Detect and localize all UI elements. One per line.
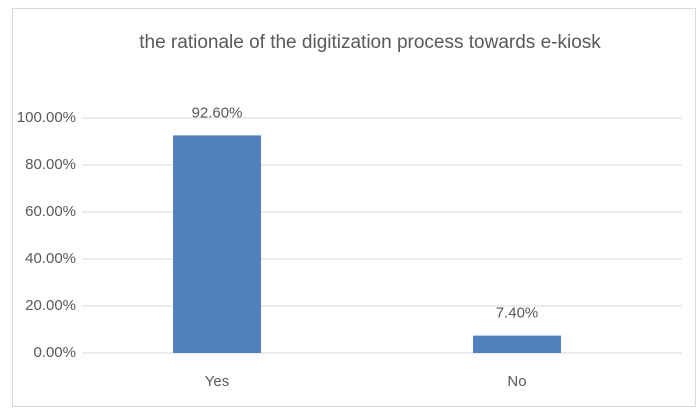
chart-border [12, 8, 696, 407]
y-tick-label: 60.00% [25, 203, 76, 220]
value-label: 7.40% [496, 305, 539, 322]
bar [173, 135, 261, 353]
chart-title: the rationale of the digitization proces… [139, 32, 601, 53]
y-tick-label: 0.00% [33, 344, 76, 361]
y-tick-label: 80.00% [25, 156, 76, 173]
y-tick-label: 40.00% [25, 250, 76, 267]
x-tick-label: No [507, 373, 526, 390]
x-tick-label: Yes [205, 373, 229, 390]
bar [473, 335, 561, 353]
value-label: 92.60% [192, 104, 243, 121]
y-tick-label: 100.00% [17, 109, 76, 126]
y-tick-label: 20.00% [25, 297, 76, 314]
